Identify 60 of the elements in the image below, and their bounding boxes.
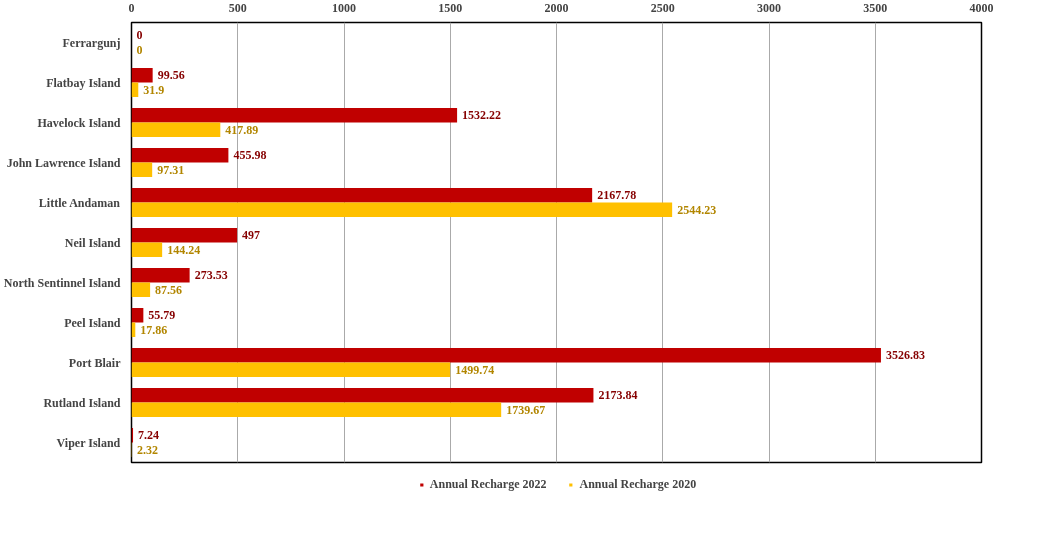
data-label: 0 [136, 28, 143, 43]
bar [131, 188, 593, 203]
data-label: 417.89 [225, 122, 259, 137]
x-tick-label: 0 [128, 0, 135, 15]
bar [131, 68, 153, 83]
data-label: 273.53 [194, 268, 228, 283]
bar [131, 162, 153, 177]
bar [131, 228, 238, 243]
data-label: 1499.74 [455, 362, 495, 377]
y-tick-label: North Sentinnel Island [3, 275, 121, 290]
bar [131, 402, 502, 417]
bar [131, 108, 458, 123]
x-tick-label: 2500 [650, 0, 675, 15]
x-tick-label: 2000 [544, 0, 569, 15]
legend-label: Annual Recharge 2020 [579, 476, 697, 492]
y-tick-label: Ferrargunj [62, 35, 121, 50]
y-tick-label: Neil Island [64, 235, 121, 250]
x-tick-label: 4000 [969, 0, 994, 15]
data-label: 0 [136, 42, 143, 57]
bar [131, 388, 594, 403]
data-label: 7.24 [138, 428, 160, 443]
data-label: 87.56 [155, 282, 183, 297]
data-label: 99.56 [157, 68, 185, 83]
data-label: 1532.22 [462, 108, 502, 123]
data-label: 17.86 [140, 322, 168, 337]
data-label: 2173.84 [598, 388, 638, 403]
data-label: 497 [242, 228, 261, 243]
bar [131, 202, 673, 217]
y-tick-label: Flatbay Island [46, 75, 121, 90]
x-tick-label: 1500 [438, 0, 463, 15]
y-tick-label: Havelock Island [37, 115, 121, 130]
data-label: 1739.67 [506, 402, 546, 417]
bar [131, 242, 163, 257]
x-tick-label: 500 [228, 0, 247, 15]
x-tick-label: 3500 [863, 0, 888, 15]
data-label: 31.9 [143, 82, 165, 97]
data-label: 3526.83 [885, 348, 925, 363]
y-tick-label: John Lawrence Island [6, 155, 121, 170]
y-tick-label: Little Andaman [38, 195, 121, 210]
data-label: 97.31 [157, 162, 185, 177]
data-label: 144.24 [167, 242, 201, 257]
bar [131, 362, 451, 377]
data-label: 2544.23 [677, 202, 717, 217]
bar [131, 348, 881, 363]
y-tick-label: Viper Island [56, 435, 121, 450]
y-tick-label: Peel Island [64, 315, 121, 330]
bar [131, 122, 221, 137]
data-label: 2.32 [136, 442, 158, 457]
bar [131, 268, 190, 283]
data-label: 55.79 [148, 308, 176, 323]
x-tick-label: 3000 [757, 0, 781, 15]
x-tick-label: 1000 [332, 0, 356, 15]
y-tick-label: Port Blair [68, 355, 122, 370]
legend-label: Annual Recharge 2022 [429, 476, 547, 492]
data-label: 455.98 [233, 148, 267, 163]
bar [131, 148, 229, 163]
bar [131, 308, 144, 323]
data-label: 2167.78 [597, 188, 637, 203]
y-tick-label: Rutland Island [43, 395, 121, 410]
bar [131, 282, 151, 297]
